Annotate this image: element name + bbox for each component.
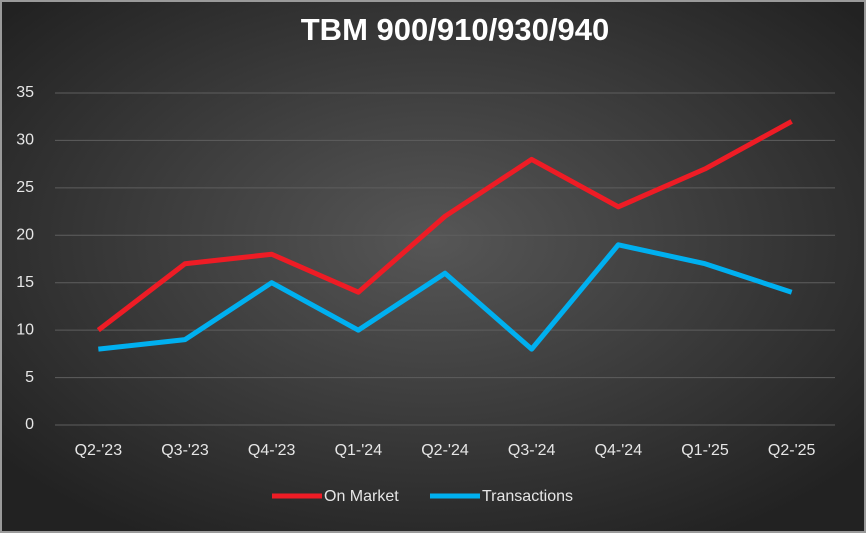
legend-label: On Market xyxy=(324,488,399,505)
x-tick-label: Q2-'23 xyxy=(75,442,123,459)
x-tick-label: Q4-'24 xyxy=(595,442,643,459)
y-tick-label: 10 xyxy=(16,321,34,338)
data-line xyxy=(96,119,793,333)
y-tick-label: 15 xyxy=(16,274,34,291)
chart-title: TBM 900/910/930/940 xyxy=(301,12,610,47)
x-tick-label: Q1-'24 xyxy=(335,442,383,459)
x-tick-label: Q2-'24 xyxy=(421,442,469,459)
y-tick-label: 0 xyxy=(25,416,34,433)
x-tick-label: Q4-'23 xyxy=(248,442,296,459)
x-tick-label: Q3-'23 xyxy=(161,442,209,459)
y-tick-label: 35 xyxy=(16,84,34,101)
y-tick-label: 25 xyxy=(16,179,34,196)
y-tick-label: 30 xyxy=(16,132,34,149)
data-line xyxy=(98,242,793,352)
legend-label: Transactions xyxy=(482,488,573,505)
x-tick-label: Q3-'24 xyxy=(508,442,556,459)
y-tick-label: 20 xyxy=(16,227,34,244)
y-tick-label: 5 xyxy=(25,369,34,386)
x-tick-label: Q2-'25 xyxy=(768,442,816,459)
x-tick-label: Q1-'25 xyxy=(681,442,729,459)
